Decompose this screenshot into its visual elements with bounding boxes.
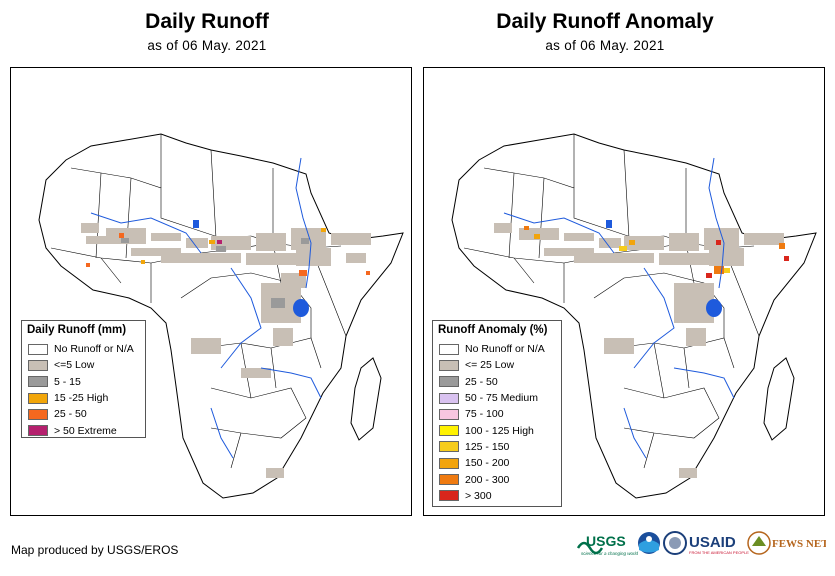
right-legend: Runoff Anomaly (%) No Runoff or N/A <= 25…: [432, 320, 562, 507]
left-legend-item: No Runoff or N/A: [22, 341, 145, 357]
right-legend-swatch: [439, 425, 459, 437]
right-legend-item: No Runoff or N/A: [433, 341, 561, 357]
right-map-title: Daily Runoff Anomaly: [496, 10, 714, 33]
lake-chad: [606, 220, 612, 228]
right-legend-label: 75 - 100: [465, 408, 504, 421]
right-legend-label: 150 - 200: [465, 457, 510, 470]
noaa-logo: [638, 532, 660, 554]
right-legend-item: 75 - 100: [433, 406, 561, 422]
rivers: [90, 157, 322, 459]
left-legend: Daily Runoff (mm) No Runoff or N/A <=5 Lo…: [21, 320, 146, 438]
right-legend-swatch: [439, 441, 459, 453]
right-legend-label: 25 - 50: [465, 375, 498, 388]
right-legend-item: 200 - 300: [433, 471, 561, 487]
right-legend-item: <= 25 Low: [433, 357, 561, 373]
africa-outline: [451, 133, 817, 499]
left-legend-label: <=5 Low: [54, 359, 95, 372]
left-legend-label: No Runoff or N/A: [54, 343, 134, 356]
left-legend-label: 25 - 50: [54, 408, 87, 421]
left-map-panel: Daily Runoff (mm) No Runoff or N/A <=5 Lo…: [10, 67, 412, 516]
right-africa-map: [451, 133, 817, 499]
right-legend-label: 50 - 75 Medium: [465, 392, 538, 405]
madagascar: [350, 357, 382, 441]
right-legend-item: 125 - 150: [433, 439, 561, 455]
right-legend-item: 100 - 125 High: [433, 422, 561, 438]
usaid-logo: USAID FROM THE AMERICAN PEOPLE: [689, 534, 749, 555]
anomaly-cells: [494, 223, 789, 478]
lake-victoria: [293, 299, 309, 317]
right-legend-item: 25 - 50: [433, 374, 561, 390]
right-map-subtitle: as of 06 May. 2021: [545, 38, 665, 53]
svg-text:USAID: USAID: [689, 534, 736, 551]
right-legend-swatch: [439, 392, 459, 404]
svg-text:science for a changing world: science for a changing world: [581, 551, 639, 556]
left-legend-label: 15 -25 High: [54, 392, 109, 405]
right-legend-swatch: [439, 474, 459, 486]
right-legend-label: <= 25 Low: [465, 359, 515, 372]
runoff-cells: [81, 223, 371, 478]
left-legend-swatch: [28, 359, 48, 371]
lake-chad: [193, 220, 199, 228]
right-legend-item: 150 - 200: [433, 455, 561, 471]
right-legend-swatch: [439, 376, 459, 388]
right-legend-label: 200 - 300: [465, 473, 510, 486]
right-legend-swatch: [439, 408, 459, 420]
left-legend-item: 25 - 50: [22, 406, 145, 422]
left-legend-item: > 50 Extreme: [22, 422, 145, 438]
africa-outline: [38, 133, 404, 499]
left-legend-title: Daily Runoff (mm): [27, 324, 127, 336]
left-legend-swatch: [28, 392, 48, 404]
svg-text:FROM THE AMERICAN PEOPLE: FROM THE AMERICAN PEOPLE: [689, 550, 749, 555]
rivers: [503, 157, 735, 459]
madagascar: [763, 357, 795, 441]
right-legend-item: 50 - 75 Medium: [433, 390, 561, 406]
right-map-panel: Runoff Anomaly (%) No Runoff or N/A <= 25…: [423, 67, 825, 516]
credit-text: Map produced by USGS/EROS: [11, 543, 179, 557]
right-legend-label: > 300: [465, 489, 492, 502]
right-legend-label: 100 - 125 High: [465, 424, 534, 437]
right-legend-title: Runoff Anomaly (%): [438, 324, 548, 336]
right-legend-label: No Runoff or N/A: [465, 343, 545, 356]
left-legend-swatch: [28, 343, 48, 355]
left-map-subtitle: as of 06 May. 2021: [147, 38, 267, 53]
left-africa-map: [38, 133, 404, 499]
left-legend-swatch: [28, 408, 48, 420]
svg-text:FEWS NET: FEWS NET: [772, 538, 826, 550]
left-legend-swatch: [28, 376, 48, 388]
lake-victoria: [706, 299, 722, 317]
left-legend-label: 5 - 15: [54, 375, 81, 388]
left-legend-swatch: [28, 425, 48, 437]
right-legend-swatch: [439, 457, 459, 469]
usgs-logo: USGS science for a changing world: [576, 533, 639, 556]
left-legend-label: > 50 Extreme: [54, 424, 117, 437]
right-legend-swatch: [439, 343, 459, 355]
svg-text:USGS: USGS: [586, 533, 626, 549]
right-legend-swatch: [439, 359, 459, 371]
left-legend-item: 15 -25 High: [22, 390, 145, 406]
right-legend-item: > 300: [433, 488, 561, 504]
right-legend-swatch: [439, 490, 459, 502]
partner-logos: USGS science for a changing world USAID …: [576, 531, 826, 556]
usaid-seal: [663, 531, 687, 555]
fewsnet-logo: FEWS NET: [747, 531, 826, 555]
left-map-title: Daily Runoff: [145, 10, 269, 33]
left-legend-item: 5 - 15: [22, 374, 145, 390]
left-legend-item: <=5 Low: [22, 357, 145, 373]
right-legend-label: 125 - 150: [465, 440, 510, 453]
